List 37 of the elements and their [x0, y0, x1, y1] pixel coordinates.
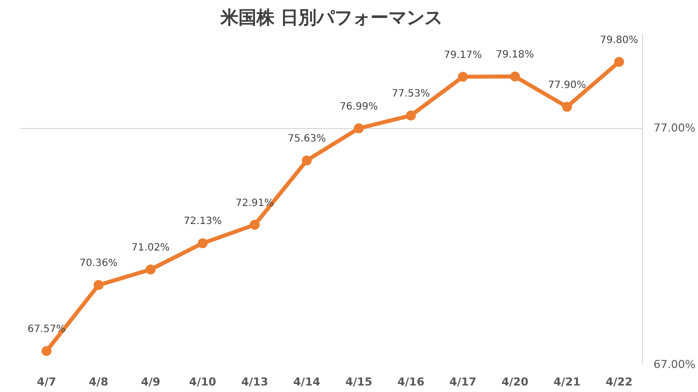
point	[146, 264, 156, 274]
point	[510, 72, 520, 82]
point	[458, 72, 468, 82]
x-tick-label: 4/7	[36, 376, 56, 388]
x-tick-label: 4/20	[501, 376, 529, 388]
y-tick-label: 77.00%	[654, 122, 696, 135]
chart-title: 米国株 日別パフォーマンス	[219, 8, 443, 28]
point	[302, 155, 312, 166]
data-label: 72.13%	[184, 216, 222, 228]
point	[94, 280, 104, 290]
data-label: 71.02%	[132, 242, 170, 254]
x-tick-label: 4/15	[345, 376, 372, 388]
x-tick-label: 4/9	[140, 376, 160, 388]
x-tick-label: 4/16	[397, 376, 425, 388]
point	[562, 102, 572, 112]
y-tick-label: 67.00%	[654, 358, 696, 371]
point	[250, 220, 260, 230]
data-label: 79.17%	[444, 50, 482, 61]
x-tick-label: 4/14	[293, 376, 321, 388]
data-label: 79.18%	[496, 50, 534, 61]
point	[406, 110, 416, 121]
data-label: 77.53%	[392, 88, 430, 100]
point	[198, 238, 208, 248]
x-tick-label: 4/8	[88, 376, 108, 388]
point	[614, 56, 624, 67]
data-label: 79.80%	[600, 34, 638, 46]
x-tick-label: 4/21	[554, 376, 581, 388]
x-tick-label: 4/13	[241, 376, 268, 388]
x-tick-label: 4/10	[189, 376, 217, 388]
data-label: 76.99%	[340, 101, 378, 112]
x-tick-label: 4/22	[606, 376, 633, 388]
data-label: 75.63%	[288, 133, 326, 144]
point	[354, 123, 364, 134]
data-label: 77.90%	[548, 80, 586, 91]
data-label: 70.36%	[80, 258, 118, 270]
point	[42, 346, 52, 356]
x-tick-label: 4/17	[449, 376, 476, 388]
